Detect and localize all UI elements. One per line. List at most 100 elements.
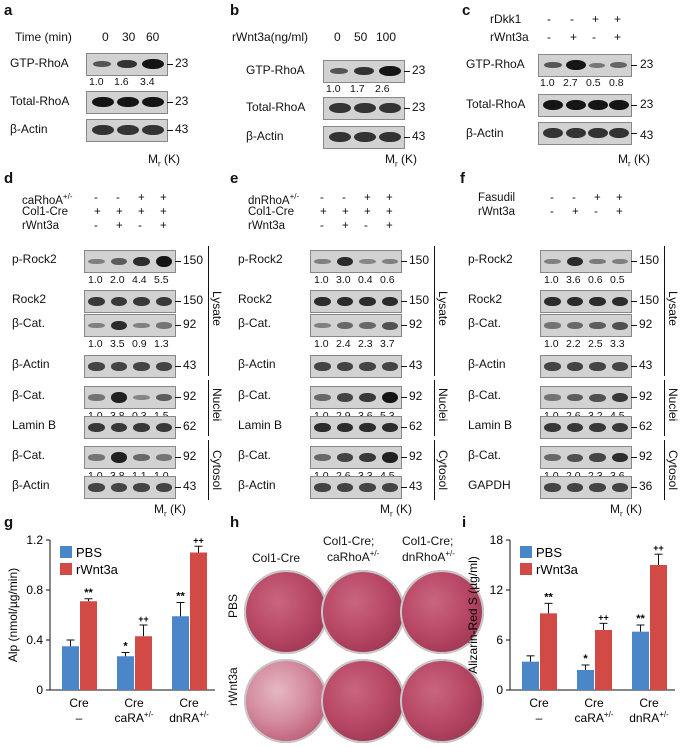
stain-well — [244, 659, 328, 743]
mw-tick — [631, 261, 637, 262]
header-value: 100 — [376, 30, 397, 44]
mw-tick — [631, 487, 637, 488]
mw-tick — [631, 366, 637, 367]
row-label: β-Actin — [238, 478, 276, 492]
x-tick-label: Cre — [584, 696, 604, 710]
bar-rwnt3a — [135, 636, 152, 690]
mw-tick — [401, 325, 407, 326]
blot-band — [84, 355, 176, 378]
mw-label: 62 — [639, 419, 653, 433]
blot-band — [538, 54, 632, 77]
blot-band — [84, 446, 176, 469]
stain-well — [321, 570, 405, 654]
group-bracket — [208, 440, 209, 500]
mw-label: 92 — [183, 389, 197, 403]
mw-axis-label: Mr (K) — [380, 502, 413, 519]
mw-label: 150 — [409, 253, 430, 267]
row-label: GTP-RhoA — [10, 56, 69, 70]
header-value: 60 — [146, 30, 160, 44]
significance-mark: ** — [176, 591, 185, 603]
x-tick-label: Cre — [529, 696, 549, 710]
sign: + — [138, 206, 145, 218]
row-label: β-Cat. — [468, 388, 501, 402]
quant: 1.0 — [314, 274, 329, 286]
y-axis-label: Alizarin-Red S (µg/ml) — [466, 556, 480, 674]
mw-label: 43 — [639, 358, 653, 372]
quant: 2.2 — [566, 338, 581, 350]
sign: + — [138, 192, 145, 204]
legend-label: PBS — [76, 545, 102, 560]
sign: + — [160, 220, 167, 232]
quant: 0.4 — [358, 274, 373, 286]
x-tick-label: caRA+/- — [115, 710, 154, 725]
mw-label: 150 — [183, 253, 204, 267]
sign: + — [592, 12, 600, 26]
bar-pbs — [172, 616, 189, 690]
mw-tick — [175, 487, 181, 488]
blot-band — [540, 250, 632, 273]
header-value: 50 — [354, 30, 368, 44]
mw-tick — [631, 301, 637, 302]
condition-label: rDkk1 — [490, 12, 522, 26]
quant: 4.4 — [132, 274, 147, 286]
bar-rwnt3a — [190, 552, 207, 690]
mw-tick — [175, 397, 181, 398]
blot-band — [323, 97, 405, 120]
quant: 2.0 — [110, 274, 125, 286]
condition-label: Fasudil — [478, 192, 516, 204]
quant: 1.0 — [540, 77, 555, 89]
sign: + — [386, 192, 393, 204]
sign: - — [594, 206, 598, 218]
group-bracket — [664, 246, 665, 376]
mw-label: 92 — [639, 449, 653, 463]
sign: + — [116, 206, 123, 218]
group-label: Nuclei — [666, 388, 680, 422]
y-tick-label: 6 — [496, 633, 503, 647]
sign: + — [616, 192, 623, 204]
y-tick-label: 0 — [36, 683, 43, 697]
row-label: Lamin B — [12, 418, 57, 432]
row-label: p-Rock2 — [12, 252, 57, 266]
condition-label: rWnt3a — [22, 220, 60, 232]
condition-label: dnRhoA+/- — [248, 192, 300, 207]
x-tick-label: – — [536, 711, 543, 725]
group-bracket — [208, 246, 209, 376]
mw-axis-label: Mr (K) — [385, 152, 418, 169]
sign: + — [386, 206, 393, 218]
quant: 2.5 — [588, 338, 603, 350]
row-label: Lamin B — [238, 418, 283, 432]
blot-band — [84, 290, 176, 313]
mw-tick — [401, 457, 407, 458]
quant: 2.6 — [375, 83, 390, 95]
panel-letter-e: e — [230, 170, 239, 187]
mw-tick — [631, 397, 637, 398]
blot-band — [84, 250, 176, 273]
mw-label: 92 — [409, 317, 423, 331]
blot-band — [84, 314, 176, 337]
row-label: β-Cat. — [468, 316, 501, 330]
sign: + — [342, 220, 349, 232]
legend-swatch — [60, 563, 72, 575]
group-label: Cytosol — [210, 450, 224, 491]
mw-tick — [175, 427, 181, 428]
panel-letter-i: i — [462, 514, 467, 531]
panel-letter-h: h — [230, 514, 240, 531]
quant: 2.7 — [563, 77, 578, 89]
blot-band — [310, 446, 402, 469]
blot-band — [538, 122, 632, 145]
row-label: rWnt3a — [226, 667, 240, 706]
row-label: Total-RhoA — [466, 97, 526, 111]
y-tick-label: 0.4 — [26, 633, 43, 647]
sign: - — [547, 12, 551, 26]
y-tick-label: 1.2 — [26, 533, 43, 547]
bar-rwnt3a — [595, 630, 612, 690]
significance-mark: * — [583, 653, 588, 665]
group-bracket — [208, 380, 209, 436]
panel-letter-d: d — [4, 170, 14, 187]
blot-band — [540, 386, 632, 409]
bar-pbs — [577, 670, 594, 690]
mw-tick — [631, 427, 637, 428]
quant: 5.5 — [154, 274, 169, 286]
significance-mark: ++ — [193, 535, 204, 545]
sign: - — [570, 12, 574, 26]
